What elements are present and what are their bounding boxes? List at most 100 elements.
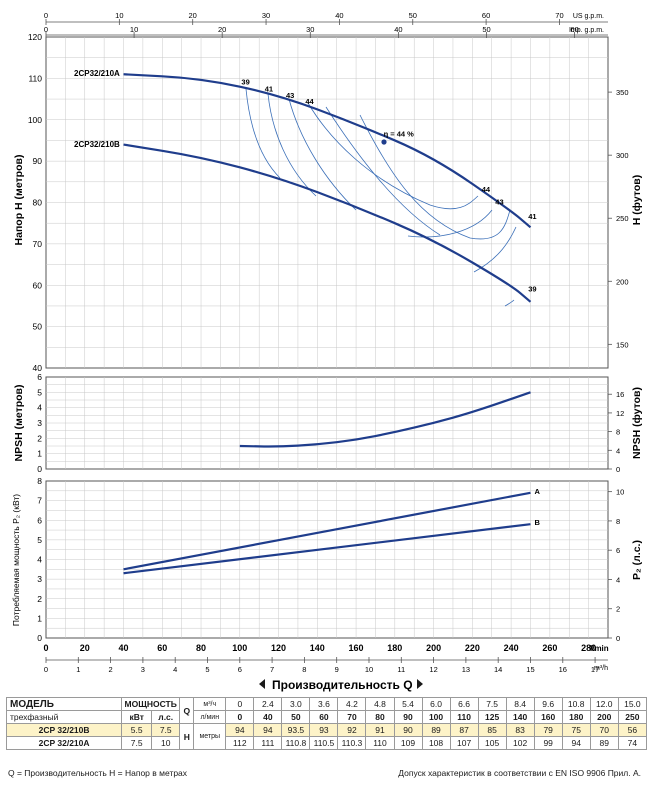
npsh-grid <box>46 377 608 469</box>
kw-header: кВт <box>121 710 153 724</box>
lmin-cell: 200 <box>589 710 619 724</box>
efficiency-label: 44 <box>482 185 491 194</box>
us-gpm-tick-label: 20 <box>189 11 197 20</box>
footer-legend: Q = Производительность H = Напор в метра… <box>8 768 188 778</box>
imp-gpm-unit: Imp. g.p.m. <box>569 27 604 34</box>
y-tick-label-right: 8 <box>616 428 620 437</box>
series-line <box>123 143 532 303</box>
y-tick-label-right: 16 <box>616 390 624 399</box>
x-axis-title: Производительность Q <box>272 678 413 692</box>
h-value: 89 <box>421 723 451 737</box>
phase-label: трехфазный <box>5 710 123 724</box>
y-tick-label: 0 <box>37 633 42 643</box>
y-tick-label: 3 <box>37 574 42 584</box>
y-tick-label: 100 <box>28 115 42 125</box>
imp-gpm-tick-label: 40 <box>394 25 402 34</box>
m3h-header: м³/ч <box>193 697 227 711</box>
lmin-tick-label: 220 <box>465 643 480 653</box>
h-value: 102 <box>505 736 535 750</box>
lmin-cell: 180 <box>561 710 591 724</box>
series-line <box>123 491 531 571</box>
series-label: B <box>534 518 540 527</box>
m3h-tick-label: 2 <box>109 665 113 674</box>
h-value: 110.5 <box>309 736 339 750</box>
head-grid <box>46 37 608 368</box>
npsh-y-ticks-right: 0 4 8 12 16 <box>608 390 624 474</box>
power-y-label: Потребляемая мощность P₂ (кВт) <box>11 494 21 626</box>
h-value: 93.5 <box>281 723 311 737</box>
efficiency-label: 43 <box>495 198 503 207</box>
imp-gpm-ticks: 0 10 20 30 40 50 60 <box>44 25 579 38</box>
y-tick-label-right: 200 <box>616 277 629 286</box>
m3h-tick-label: 4 <box>173 665 177 674</box>
head-panel: 40 50 60 70 80 90 100 110 120 150 200 250 300 350 39… <box>13 32 643 373</box>
us-gpm-tick-label: 10 <box>115 11 123 20</box>
y-tick-label-right: 10 <box>616 488 624 497</box>
m3h-cell: 3.0 <box>281 697 311 711</box>
m3h-tick-label: 17 <box>591 665 599 674</box>
lmin-cell: 50 <box>281 710 311 724</box>
efficiency-label: 41 <box>265 85 273 94</box>
h-value: 111 <box>253 736 283 750</box>
npsh-curve <box>239 391 531 448</box>
performance-table: МОДЕЛЬ МОЩНОСТЬ Q м³/ч 0 2.4 3.0 3.6 4.2… <box>5 697 648 750</box>
m3h-tick-label: 12 <box>429 665 437 674</box>
y-tick-label: 4 <box>37 403 42 413</box>
lmin-header: л/мин <box>193 710 227 724</box>
m3h-tick-label: 3 <box>141 665 145 674</box>
power-curves: AB <box>123 487 540 575</box>
arrow-left-icon <box>259 679 265 689</box>
y-tick-label: 40 <box>33 363 43 373</box>
y-tick-label: 110 <box>28 73 42 83</box>
m3h-cell: 6.0 <box>421 697 451 711</box>
y-tick-label: 0 <box>37 464 42 474</box>
y-tick-label: 1 <box>37 449 42 459</box>
h-header: H <box>179 723 195 750</box>
h-value: 108 <box>421 736 451 750</box>
y-tick-label: 70 <box>33 239 43 249</box>
lmin-cell: 125 <box>477 710 507 724</box>
top-axes: 0 10 20 30 40 50 60 70 0 10 20 30 40 50 60 US g.p.m. … <box>44 11 608 38</box>
imp-gpm-tick-label: 20 <box>218 25 226 34</box>
y-tick-label-right: 2 <box>616 605 620 614</box>
power-y-ticks-right: 0 2 4 6 8 10 <box>608 488 624 643</box>
y-tick-label: 3 <box>37 418 42 428</box>
m3h-cell: 4.2 <box>337 697 367 711</box>
kw-value: 5.5 <box>121 723 153 737</box>
lmin-cell: 160 <box>533 710 563 724</box>
m3h-tick-label: 14 <box>494 665 502 674</box>
lmin-cell: 140 <box>505 710 535 724</box>
lmin-cell: 40 <box>253 710 283 724</box>
m3h-tick-label: 15 <box>526 665 534 674</box>
model-header: МОДЕЛЬ <box>5 697 123 711</box>
lmin-tick-label: 20 <box>80 643 90 653</box>
lmin-cell: 70 <box>337 710 367 724</box>
y-tick-label: 2 <box>37 433 42 443</box>
h-value: 110 <box>365 736 395 750</box>
y-tick-label-right: 12 <box>616 409 624 418</box>
head-y-ticks-right: 150 200 250 300 350 <box>608 88 629 349</box>
h-value: 112 <box>225 736 255 750</box>
q-header: Q <box>179 697 195 724</box>
m3h-tick-label: 5 <box>205 665 209 674</box>
h-value: 92 <box>337 723 367 737</box>
y-tick-label: 1 <box>37 613 42 623</box>
us-gpm-ticks: 0 10 20 30 40 50 60 70 <box>44 11 564 25</box>
lmin-cell: 110 <box>449 710 479 724</box>
h-value: 87 <box>449 723 479 737</box>
lmin-tick-label: 80 <box>196 643 206 653</box>
lmin-tick-label: 60 <box>157 643 167 653</box>
h-value: 83 <box>505 723 535 737</box>
m3h-cell: 12.0 <box>589 697 619 711</box>
us-gpm-tick-label: 70 <box>555 11 563 20</box>
h-value: 79 <box>533 723 563 737</box>
m3h-tick-label: 7 <box>270 665 274 674</box>
npsh-y-label: NPSH (метров) <box>13 385 25 462</box>
y-tick-label: 5 <box>37 387 42 397</box>
h-value: 94 <box>253 723 283 737</box>
lmin-tick-label: 100 <box>232 643 247 653</box>
y-tick-label: 6 <box>37 515 42 525</box>
h-value: 74 <box>617 736 648 750</box>
y-tick-label: 60 <box>33 280 43 290</box>
head-y-label: Напор H (метров) <box>13 155 25 246</box>
